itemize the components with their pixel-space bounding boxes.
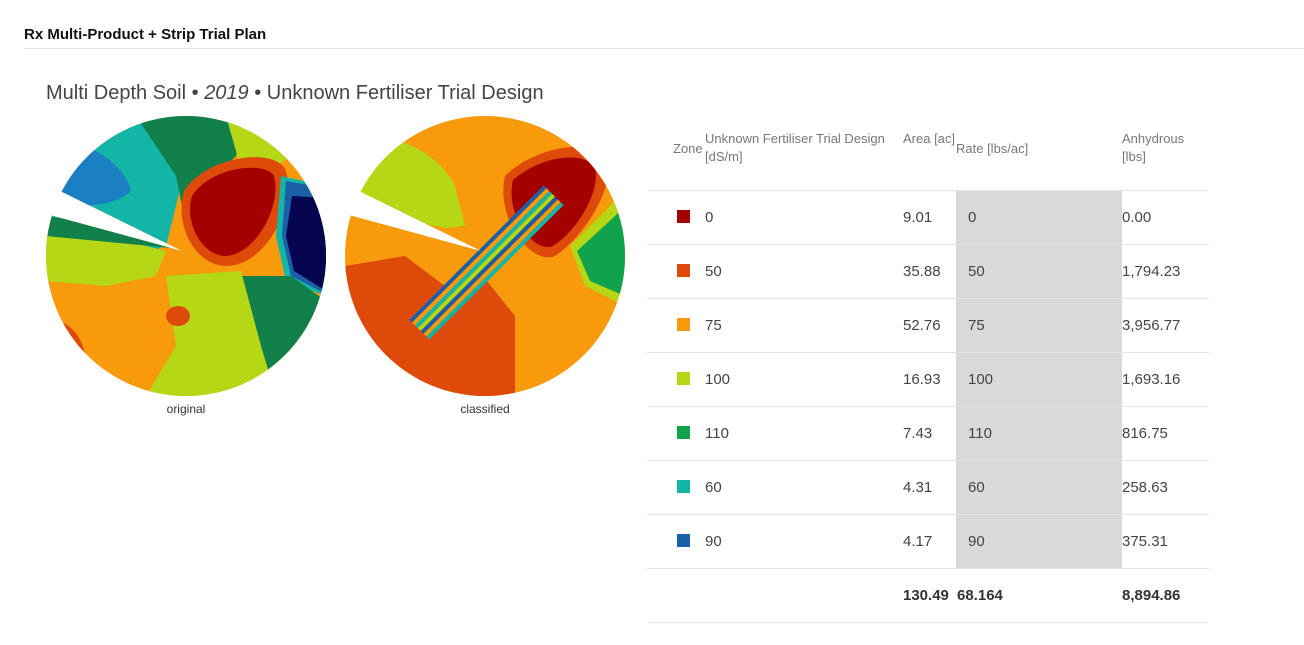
zone-color-swatch (677, 479, 690, 493)
report-year: 2019 (204, 82, 249, 104)
classified-soil-map[interactable] (345, 116, 625, 396)
original-map-caption: original (166, 402, 206, 416)
report-title-prefix: Multi Depth Soil • (46, 82, 205, 104)
zone-swatch-cell (647, 352, 705, 407)
zone-rate-cell: 0 (956, 190, 1122, 245)
totals-zone-cell (647, 568, 705, 623)
zone-color-swatch (677, 209, 690, 223)
zone-color-swatch (677, 317, 690, 331)
zone-column-header[interactable]: Zone (647, 124, 705, 191)
zone-rate-cell: 100 (956, 352, 1122, 407)
zone-product-cell: 258.63 (1122, 460, 1209, 515)
area-column-header[interactable]: Area [ac] (903, 124, 956, 191)
zone-area-cell: 7.43 (903, 406, 956, 461)
zone-rate-cell: 50 (956, 244, 1122, 299)
title-divider (24, 48, 1304, 49)
zone-area-cell: 35.88 (903, 244, 956, 299)
zone-swatch-cell (647, 298, 705, 353)
rate-column-header[interactable]: Rate [lbs/ac] (956, 124, 1122, 191)
zone-product-cell: 0.00 (1122, 190, 1209, 245)
table-row[interactable]: 50 35.88 50 1,794.23 (647, 244, 1209, 299)
totals-row: 130.49 68.164 8,894.86 (647, 568, 1209, 623)
zone-class-cell: 75 (705, 298, 903, 353)
zone-class-cell: 90 (705, 514, 903, 569)
zone-class-cell: 60 (705, 460, 903, 515)
zone-area-cell: 52.76 (903, 298, 956, 353)
zone-rate-cell: 90 (956, 514, 1122, 569)
zone-color-swatch (677, 533, 690, 547)
original-map-panel: original (46, 116, 326, 416)
zone-class-cell: 100 (705, 352, 903, 407)
zone-area-cell: 16.93 (903, 352, 956, 407)
table-row[interactable]: 100 16.93 100 1,693.16 (647, 352, 1209, 407)
table-header-row: Zone Unknown Fertiliser Trial Design [dS… (647, 124, 1209, 191)
table-row[interactable]: 110 7.43 110 816.75 (647, 406, 1209, 461)
table-row[interactable]: 60 4.31 60 258.63 (647, 460, 1209, 515)
product-column-header[interactable]: Anhydrous [lbs] (1122, 124, 1209, 191)
zone-color-swatch (677, 371, 690, 385)
zone-area-cell: 9.01 (903, 190, 956, 245)
zone-rate-cell: 110 (956, 406, 1122, 461)
original-soil-map[interactable] (46, 116, 326, 396)
totals-class-cell (705, 568, 903, 623)
table-row[interactable]: 75 52.76 75 3,956.77 (647, 298, 1209, 353)
total-product: 8,894.86 (1122, 568, 1209, 623)
average-rate: 68.164 (956, 568, 1122, 623)
table-row[interactable]: 90 4.17 90 375.31 (647, 514, 1209, 569)
zone-swatch-cell (647, 190, 705, 245)
zone-product-cell: 1,794.23 (1122, 244, 1209, 299)
zone-class-cell: 110 (705, 406, 903, 461)
zone-rate-cell: 75 (956, 298, 1122, 353)
app-title: Rx Multi-Product + Strip Trial Plan (24, 26, 267, 43)
zone-area-cell: 4.17 (903, 514, 956, 569)
zone-swatch-cell (647, 460, 705, 515)
class-column-header[interactable]: Unknown Fertiliser Trial Design [dS/m] (705, 124, 903, 191)
classified-map-caption: classified (460, 402, 510, 416)
zone-rate-cell: 60 (956, 460, 1122, 515)
zone-class-cell: 50 (705, 244, 903, 299)
zone-product-cell: 816.75 (1122, 406, 1209, 461)
zone-color-swatch (677, 263, 690, 277)
report-title-suffix: • Unknown Fertiliser Trial Design (248, 82, 544, 104)
zone-class-cell: 0 (705, 190, 903, 245)
zone-product-cell: 1,693.16 (1122, 352, 1209, 407)
zone-area-cell: 4.31 (903, 460, 956, 515)
zone-swatch-cell (647, 406, 705, 461)
report-title: Multi Depth Soil • 2019 • Unknown Fertil… (46, 82, 544, 105)
zone-product-cell: 3,956.77 (1122, 298, 1209, 353)
zone-swatch-cell (647, 514, 705, 569)
zone-color-swatch (677, 425, 690, 439)
zone-product-cell: 375.31 (1122, 514, 1209, 569)
classified-map-panel: classified (345, 116, 625, 416)
zone-swatch-cell (647, 244, 705, 299)
zone-rates-table: Zone Unknown Fertiliser Trial Design [dS… (647, 124, 1209, 623)
table-row[interactable]: 0 9.01 0 0.00 (647, 190, 1209, 245)
total-area: 130.49 (903, 568, 956, 623)
